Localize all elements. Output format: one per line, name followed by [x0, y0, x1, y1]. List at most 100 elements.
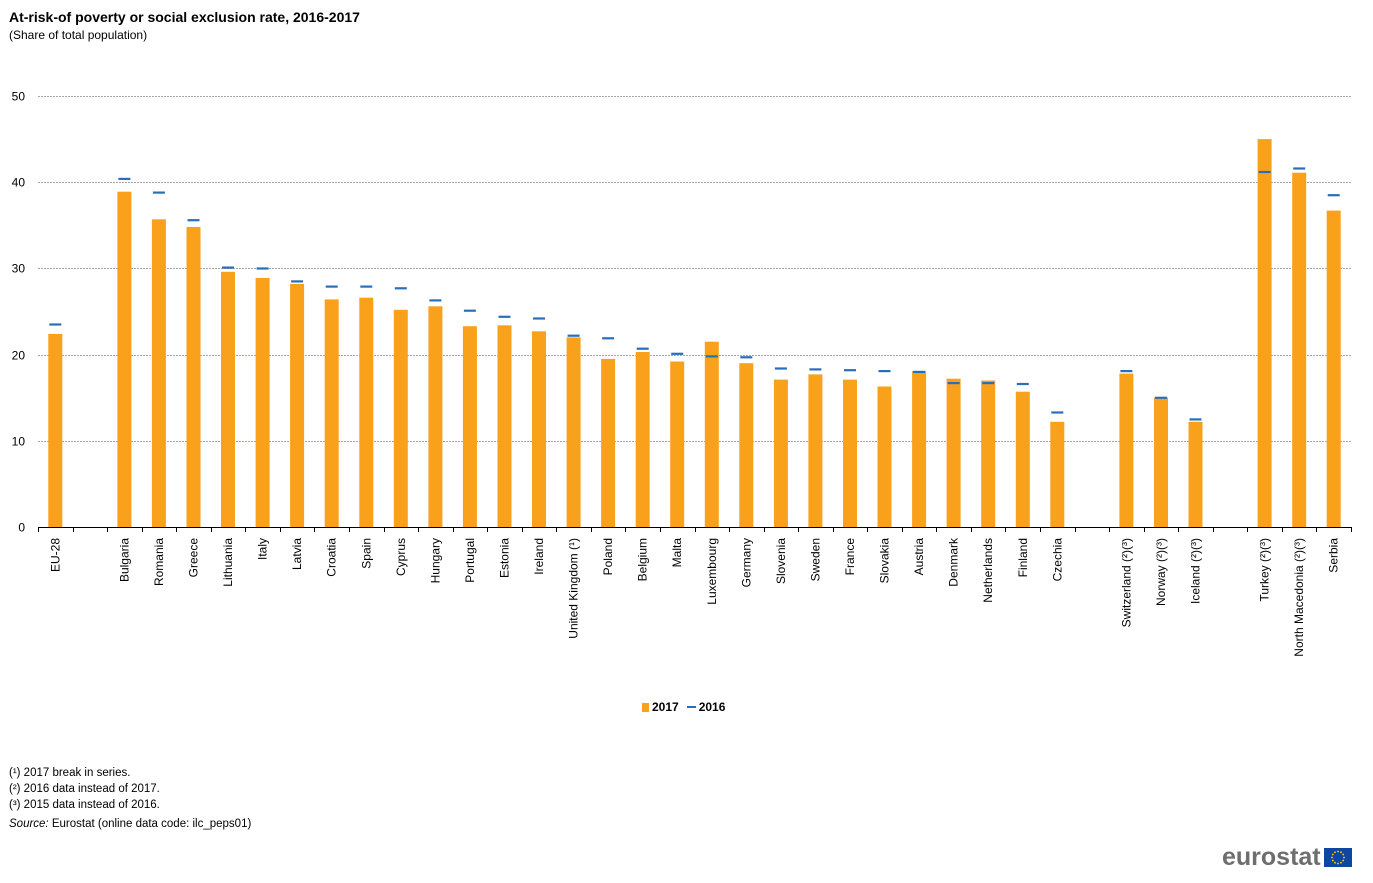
bar-2017	[428, 306, 443, 527]
bar-2017	[151, 219, 166, 528]
marker-2016	[498, 315, 511, 318]
bar-2017	[497, 325, 512, 527]
y-axis-ticks: 0 10 20 30 40 50	[12, 90, 26, 535]
x-tick-label: Greece	[187, 538, 201, 578]
y-tick-label: 50	[12, 90, 26, 104]
bar-2017	[773, 379, 788, 527]
source-line: Source: Eurostat (online data code: ilc_…	[9, 816, 251, 832]
x-tick-label: Croatia	[325, 538, 339, 577]
bar-2017	[981, 380, 996, 527]
x-tick-label: Czechia	[1050, 538, 1064, 582]
bar-2017	[393, 309, 408, 527]
x-tick-label: Serbia	[1327, 538, 1341, 573]
x-tick-label: Turkey (²)(³)	[1258, 538, 1272, 602]
bar-2017	[324, 299, 339, 527]
marker-2016	[1258, 170, 1271, 174]
marker-2016	[256, 267, 269, 270]
bar-2017	[532, 331, 546, 527]
bar-2017	[1154, 397, 1168, 527]
markers-2016	[49, 167, 1340, 421]
x-tick-label: Switzerland (²)(³)	[1119, 538, 1133, 627]
bar-2017	[290, 283, 305, 527]
bar-2017	[117, 191, 132, 527]
x-tick-label: Cyprus	[394, 538, 408, 576]
x-tick-label: Finland	[1016, 538, 1030, 577]
x-tick-label: Lithuania	[221, 538, 235, 587]
marker-2016	[291, 280, 304, 283]
marker-2016	[429, 299, 442, 302]
x-tick-label: Norway (²)(³)	[1154, 538, 1168, 606]
bars-2017	[48, 139, 1341, 528]
x-axis-labels: EU-28 Bulgaria Romania Greece Lithuania Italy…	[48, 537, 1340, 657]
chart-title: At-risk-of poverty or social exclusion r…	[9, 9, 360, 25]
bar-2017	[808, 374, 823, 527]
x-tick-label: Hungary	[428, 538, 442, 583]
marker-2016	[1293, 167, 1306, 170]
marker-2016	[1189, 418, 1202, 421]
bar-2017	[1015, 391, 1030, 527]
bar-2017	[186, 227, 201, 527]
bar-2017	[462, 326, 477, 527]
x-tick-label: Luxembourg	[705, 538, 719, 605]
x-tick-label: United Kingdom (¹)	[567, 538, 581, 639]
footnotes: (¹) 2017 break in series. (²) 2016 data …	[9, 765, 251, 832]
marker-2016	[947, 382, 960, 385]
marker-2016	[118, 177, 131, 180]
marker-2016	[222, 266, 234, 269]
bar-2017	[670, 361, 685, 527]
y-tick-label: 10	[12, 435, 26, 449]
x-tick-label: Slovakia	[878, 538, 892, 584]
marker-2016	[394, 287, 407, 290]
bar-2017	[359, 297, 374, 527]
marker-2016	[463, 309, 476, 312]
bar-2017	[635, 352, 650, 527]
marker-2016	[844, 369, 856, 372]
marker-2016	[1016, 382, 1029, 386]
x-tick-label: North Macedonia (²)(³)	[1292, 538, 1306, 657]
chart-subtitle: (Share of total population)	[9, 28, 148, 42]
footnote-1: (¹) 2017 break in series.	[9, 767, 131, 779]
x-tick-label: Poland	[601, 538, 615, 575]
eu-flag-icon	[1323, 848, 1352, 867]
marker-2016	[1051, 411, 1064, 414]
bar-2017	[912, 371, 927, 527]
x-tick-label: Latvia	[290, 538, 304, 570]
marker-2016	[982, 382, 995, 385]
bar-2017	[601, 358, 616, 527]
bar-2017	[1292, 172, 1307, 527]
logo-text: eurostat	[1222, 843, 1321, 871]
bar-2017	[1119, 373, 1134, 527]
marker-2016	[705, 355, 718, 358]
y-tick-label: 30	[12, 262, 26, 276]
x-tick-label: Romania	[152, 538, 166, 586]
marker-2016	[325, 285, 338, 288]
marker-2016	[567, 334, 580, 337]
x-tick-label: Ireland	[532, 538, 546, 575]
marker-2016	[1120, 370, 1133, 373]
marker-2016	[360, 285, 373, 288]
legend-label-2017: 2017	[652, 700, 679, 714]
bar-2017	[48, 333, 63, 527]
bar-2017	[1188, 421, 1203, 527]
y-tick-label: 0	[18, 521, 25, 535]
footnote-3: (³) 2015 data instead of 2016.	[9, 799, 160, 811]
x-tick-label: Malta	[670, 538, 684, 568]
marker-2016	[152, 191, 165, 194]
bar-2017	[843, 379, 857, 527]
source-text: Eurostat (online data code: ilc_peps01)	[48, 818, 252, 830]
marker-2016	[913, 370, 926, 373]
bar-2017	[1257, 139, 1272, 527]
legend-swatch-2017	[642, 702, 649, 712]
x-tick-label: Bulgaria	[117, 538, 131, 582]
marker-2016	[671, 352, 684, 355]
legend-swatch-2016	[686, 706, 696, 708]
x-tick-label: Italy	[256, 538, 270, 560]
marker-2016	[878, 370, 891, 373]
x-tick-label: Portugal	[463, 538, 477, 583]
marker-2016	[602, 337, 615, 340]
y-tick-label: 40	[12, 176, 26, 190]
marker-2016	[774, 367, 787, 370]
marker-2016	[533, 317, 545, 320]
marker-2016	[809, 368, 822, 371]
y-tick-label: 20	[12, 349, 26, 363]
